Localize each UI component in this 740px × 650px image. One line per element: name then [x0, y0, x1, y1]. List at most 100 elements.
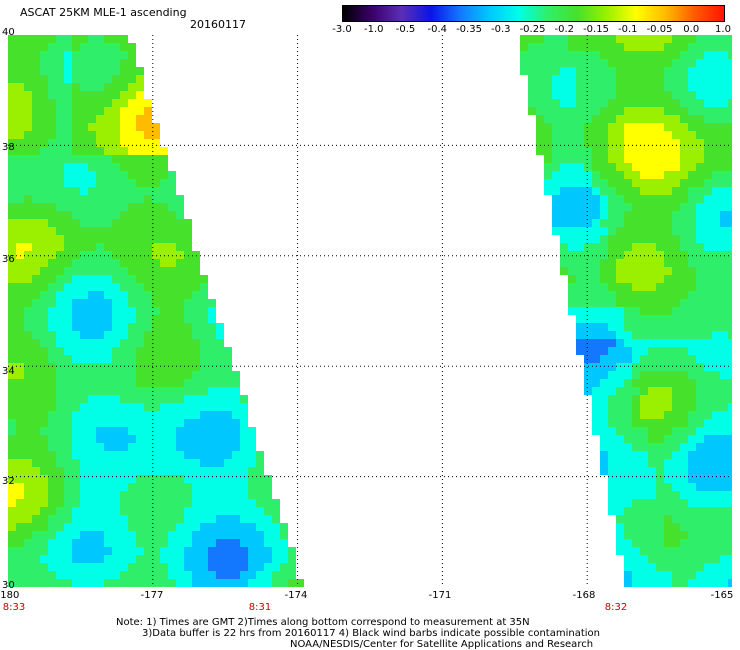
wind-cell: [96, 387, 104, 395]
wind-cell: [680, 395, 688, 403]
wind-cell: [224, 579, 232, 587]
wind-cell: [64, 467, 72, 475]
wind-cell: [704, 467, 712, 475]
wind-cell: [624, 83, 632, 91]
wind-cell: [184, 339, 192, 347]
wind-cell: [40, 523, 48, 531]
wind-cell: [40, 467, 48, 475]
wind-cell: [48, 459, 56, 467]
wind-cell: [192, 515, 200, 523]
wind-cell: [104, 211, 112, 219]
wind-cell: [272, 539, 280, 547]
wind-cell: [48, 411, 56, 419]
wind-cell: [592, 307, 600, 315]
wind-cell: [584, 131, 592, 139]
wind-cell: [712, 475, 720, 483]
wind-cell: [160, 283, 168, 291]
wind-cell: [208, 395, 216, 403]
wind-cell: [168, 315, 176, 323]
wind-cell: [8, 475, 16, 483]
wind-cell: [568, 291, 576, 299]
wind-cell: [40, 339, 48, 347]
wind-cell: [184, 555, 192, 563]
wind-cell: [688, 467, 696, 475]
wind-cell: [680, 251, 688, 259]
wind-cell: [616, 291, 624, 299]
wind-cell: [72, 155, 80, 163]
wind-cell: [16, 35, 24, 43]
wind-cell: [168, 211, 176, 219]
wind-cell: [632, 83, 640, 91]
wind-cell: [184, 371, 192, 379]
wind-cell: [704, 459, 712, 467]
wind-cell: [728, 67, 732, 75]
wind-cell: [656, 563, 664, 571]
wind-cell: [120, 323, 128, 331]
wind-cell: [112, 219, 120, 227]
wind-cell: [640, 443, 648, 451]
wind-cell: [16, 243, 24, 251]
wind-cell: [64, 451, 72, 459]
wind-cell: [728, 579, 732, 587]
wind-cell: [192, 283, 200, 291]
wind-cell: [632, 451, 640, 459]
wind-cell: [616, 347, 624, 355]
wind-cell: [224, 435, 232, 443]
wind-cell: [24, 283, 32, 291]
wind-cell: [56, 123, 64, 131]
wind-cell: [640, 195, 648, 203]
wind-cell: [56, 307, 64, 315]
wind-cell: [248, 443, 256, 451]
wind-cell: [664, 411, 672, 419]
wind-cell: [88, 299, 96, 307]
wind-cell: [80, 395, 88, 403]
wind-cell: [64, 275, 72, 283]
wind-cell: [592, 83, 600, 91]
wind-cell: [96, 155, 104, 163]
wind-cell: [32, 539, 40, 547]
wind-cell: [16, 179, 24, 187]
wind-cell: [544, 115, 552, 123]
wind-cell: [688, 195, 696, 203]
wind-cell: [680, 323, 688, 331]
wind-cell: [72, 331, 80, 339]
wind-cell: [680, 283, 688, 291]
wind-cell: [664, 451, 672, 459]
wind-cell: [224, 459, 232, 467]
wind-cell: [72, 419, 80, 427]
wind-cell: [168, 363, 176, 371]
wind-cell: [168, 291, 176, 299]
wind-cell: [712, 403, 720, 411]
wind-cell: [192, 363, 200, 371]
wind-cell: [88, 91, 96, 99]
wind-cell: [632, 147, 640, 155]
wind-cell: [672, 523, 680, 531]
wind-cell: [544, 123, 552, 131]
wind-cell: [136, 147, 144, 155]
wind-cell: [184, 243, 192, 251]
wind-cell: [720, 259, 728, 267]
wind-cell: [728, 107, 732, 115]
wind-cell: [208, 355, 216, 363]
wind-cell: [536, 75, 544, 83]
wind-cell: [168, 219, 176, 227]
wind-cell: [200, 491, 208, 499]
wind-cell: [16, 379, 24, 387]
wind-cell: [128, 347, 136, 355]
wind-cell: [584, 347, 592, 355]
wind-cell: [56, 355, 64, 363]
wind-cell: [32, 491, 40, 499]
wind-cell: [624, 475, 632, 483]
wind-cell: [520, 43, 528, 51]
wind-cell: [104, 387, 112, 395]
wind-cell: [48, 195, 56, 203]
wind-cell: [712, 363, 720, 371]
wind-cell: [680, 467, 688, 475]
pass-time-label: 8:32: [604, 602, 628, 613]
wind-cell: [16, 99, 24, 107]
wind-cell: [32, 59, 40, 67]
wind-cell: [576, 155, 584, 163]
wind-cell: [232, 467, 240, 475]
wind-cell: [704, 563, 712, 571]
wind-cell: [656, 99, 664, 107]
